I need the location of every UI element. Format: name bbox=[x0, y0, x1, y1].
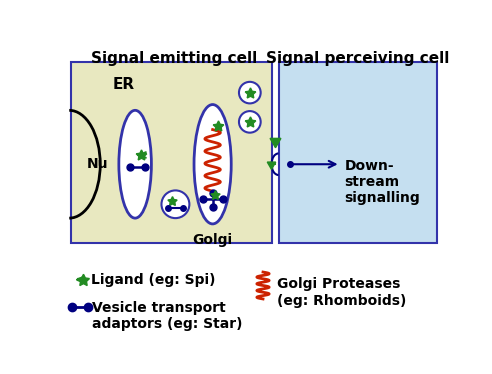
Circle shape bbox=[239, 82, 261, 103]
Text: ER: ER bbox=[113, 77, 135, 92]
Bar bbox=[278, 62, 437, 243]
Text: Ligand (eg: Spi): Ligand (eg: Spi) bbox=[91, 273, 215, 287]
Circle shape bbox=[161, 190, 189, 218]
Text: Signal perceiving cell: Signal perceiving cell bbox=[266, 51, 449, 66]
Text: Golgi: Golgi bbox=[192, 233, 233, 247]
Ellipse shape bbox=[194, 105, 231, 224]
Text: Vesicle transport
adaptors (eg: Star): Vesicle transport adaptors (eg: Star) bbox=[92, 301, 243, 331]
Text: Nu: Nu bbox=[86, 157, 108, 171]
Bar bbox=[71, 62, 272, 243]
Text: Signal emitting cell: Signal emitting cell bbox=[91, 51, 257, 66]
Ellipse shape bbox=[119, 110, 152, 218]
Text: Down-
stream
signalling: Down- stream signalling bbox=[344, 159, 420, 205]
Text: Golgi Proteases
(eg: Rhomboids): Golgi Proteases (eg: Rhomboids) bbox=[277, 278, 406, 308]
Circle shape bbox=[239, 111, 261, 133]
